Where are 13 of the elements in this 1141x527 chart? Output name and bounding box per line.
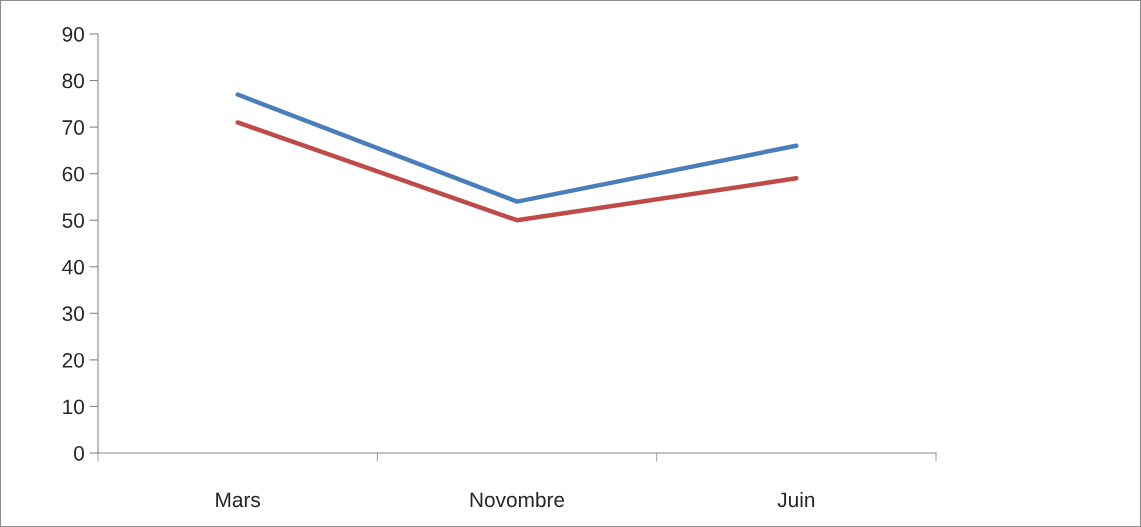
y-tick-label: 70: [62, 120, 84, 135]
y-tick-label: 40: [62, 259, 84, 275]
x-tick-label: Mars: [216, 492, 261, 508]
y-tick-label: 80: [62, 73, 84, 89]
y-tick-label: 90: [62, 27, 84, 42]
y-tick-label: 60: [62, 166, 84, 182]
y-tick-label: 10: [63, 399, 84, 415]
y-tick-label: 20: [62, 352, 84, 368]
y-tick-label: 0: [74, 446, 84, 461]
x-tick-label: Novombre: [470, 491, 565, 508]
y-tick-label: 30: [62, 306, 84, 322]
x-tick-label: Juin: [777, 491, 815, 508]
y-tick-label: 50: [62, 213, 84, 228]
